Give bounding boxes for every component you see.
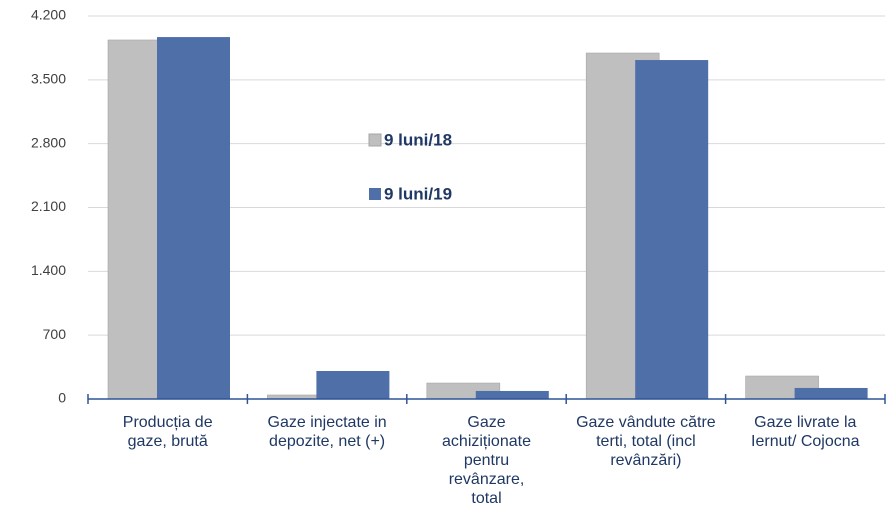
x-tick-label: Gaze livrate la Iernut/ Cojocna [751,414,860,450]
bar [794,387,868,399]
x-tick-label: Gaze injectate in depozite, net (+) [267,414,387,450]
bar [635,60,709,400]
legend-swatch [368,133,382,147]
y-tick-label: 2.800 [31,134,66,150]
x-tick-label: Producția de gaze, brută [122,414,213,450]
x-tick-label: Gaze vândute către terti, total (incl re… [576,414,716,469]
bar [475,390,549,399]
y-tick-label: 2.100 [31,198,66,214]
legend-label: 9 luni/18 [384,130,452,149]
y-tick-label: 4.200 [31,7,66,23]
bar [157,37,230,399]
y-tick-label: 0 [58,390,66,406]
bar [316,371,390,399]
y-tick-label: 3.500 [31,71,66,87]
x-tick-label: Gaze achiziționate pentru revânzare, tot… [442,414,531,507]
legend-label: 9 luni/19 [384,184,452,203]
y-tick-label: 1.400 [31,262,66,278]
y-tick-label: 700 [43,326,67,342]
legend-swatch [369,188,381,200]
